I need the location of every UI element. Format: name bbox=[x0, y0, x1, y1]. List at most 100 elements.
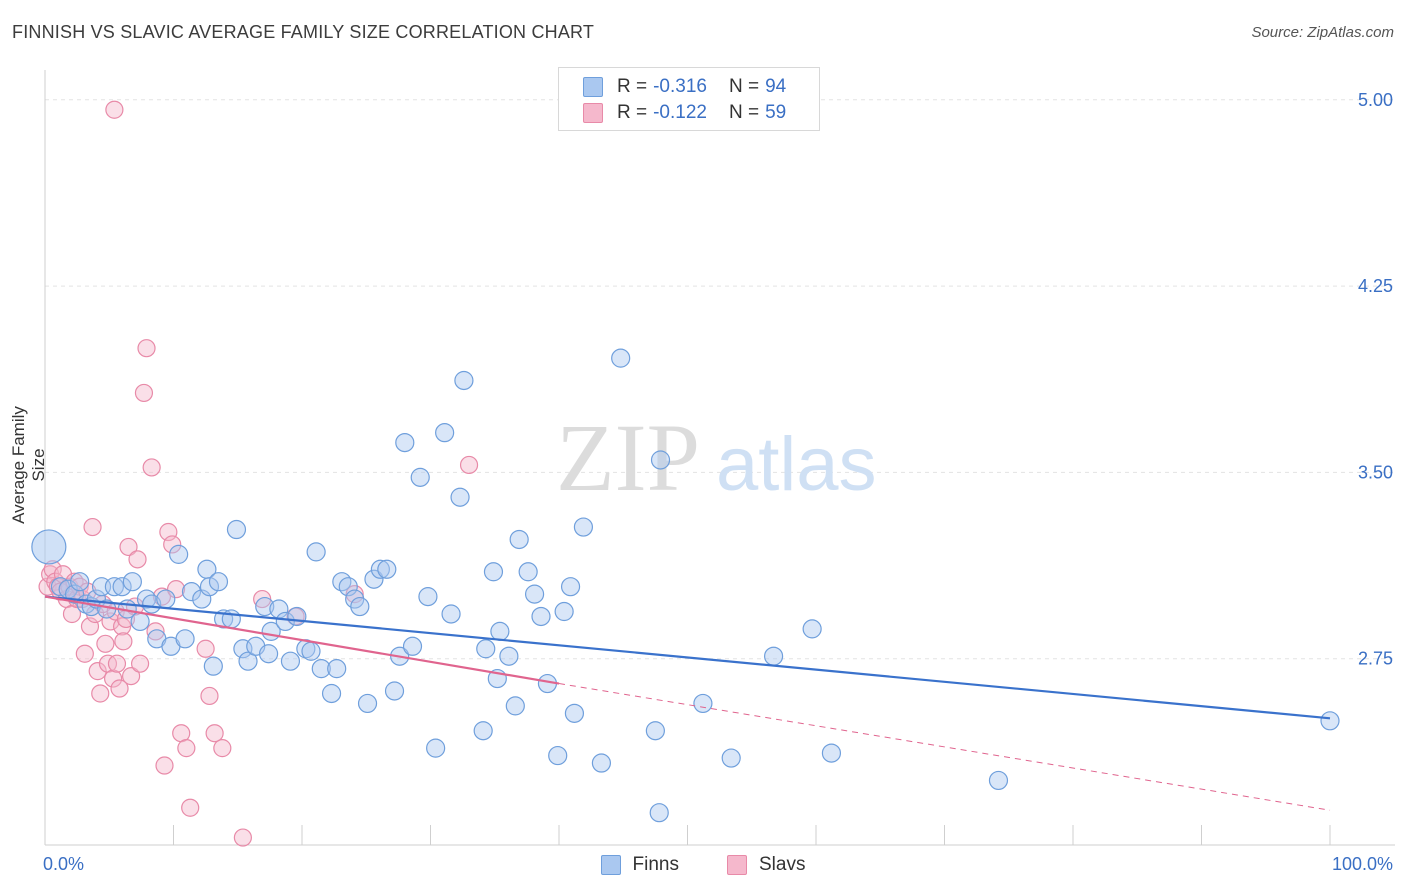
finns-point bbox=[384, 681, 405, 701]
series-legend: Finns Slavs bbox=[0, 852, 1406, 878]
finns-point bbox=[499, 646, 519, 666]
finns-point bbox=[650, 450, 671, 470]
slavs-point bbox=[121, 666, 141, 686]
slavs-trend-line bbox=[44, 595, 560, 685]
finns-point bbox=[350, 596, 370, 617]
r-label: R = bbox=[617, 76, 648, 97]
finns-point bbox=[395, 432, 415, 453]
r-value: -0.316 bbox=[653, 76, 707, 97]
finns-point bbox=[518, 562, 538, 582]
finns-point bbox=[311, 659, 331, 679]
watermark: ZIP atlas bbox=[556, 404, 877, 511]
slavs-point bbox=[152, 587, 172, 606]
finns-point bbox=[104, 577, 124, 597]
slavs-trend-extension bbox=[558, 683, 1331, 811]
slavs-point bbox=[105, 100, 124, 119]
finns-point bbox=[199, 577, 220, 597]
finns-point bbox=[321, 683, 342, 704]
slavs-point bbox=[345, 585, 364, 604]
finns-point bbox=[426, 738, 446, 758]
finns-point bbox=[226, 519, 247, 540]
slavs-point bbox=[107, 654, 127, 673]
finns-legend-swatch bbox=[600, 855, 621, 875]
gridlines bbox=[45, 99, 1395, 660]
finns-point bbox=[721, 748, 741, 768]
finns-point bbox=[327, 659, 347, 679]
finns-point bbox=[377, 559, 397, 579]
finns-point bbox=[410, 467, 430, 487]
finns-point bbox=[364, 569, 384, 589]
finns-point bbox=[473, 721, 493, 741]
slavs-point bbox=[200, 686, 219, 706]
finns-point bbox=[988, 770, 1009, 791]
finns-point bbox=[31, 529, 67, 565]
watermark-atlas: atlas bbox=[716, 422, 877, 507]
finns-point bbox=[649, 803, 669, 823]
y-tick-label: 4.25 bbox=[1358, 276, 1393, 296]
finns-point bbox=[208, 572, 229, 592]
finns-point bbox=[509, 529, 529, 550]
finns-point bbox=[287, 606, 307, 627]
slavs-point bbox=[137, 339, 156, 358]
slavs-point bbox=[142, 458, 161, 477]
n-label: N = bbox=[728, 76, 760, 97]
r-value: -0.122 bbox=[653, 102, 707, 123]
tick-labels: 2.75 3.50 4.25 5.00 0.0% 100.0% bbox=[43, 90, 1393, 874]
slavs-point bbox=[155, 756, 174, 775]
finns-point bbox=[763, 646, 784, 666]
finns-point bbox=[476, 639, 496, 659]
slavs-point bbox=[166, 580, 186, 599]
slavs-point bbox=[119, 537, 138, 557]
slavs-point bbox=[177, 739, 196, 758]
y-tick-label: 5.00 bbox=[1358, 90, 1393, 110]
legend-label-finns: Finns bbox=[632, 854, 679, 875]
finns-point bbox=[332, 572, 352, 592]
finns-point bbox=[645, 721, 665, 741]
correlation-legend: R = -0.316 N = 94 R = -0.122 N = 59 bbox=[558, 67, 820, 131]
finns-point bbox=[591, 753, 612, 773]
finns-point bbox=[483, 562, 504, 582]
slavs-point bbox=[75, 644, 94, 663]
finns-point bbox=[169, 544, 189, 564]
finns-point bbox=[821, 743, 842, 763]
slavs-point bbox=[114, 632, 133, 651]
slavs-point bbox=[110, 679, 129, 698]
r-label: R = bbox=[617, 102, 648, 123]
finns-point bbox=[280, 651, 301, 671]
slavs-point bbox=[196, 639, 215, 658]
trend-lines bbox=[44, 595, 1331, 811]
finns-point bbox=[548, 745, 568, 766]
slavs-point bbox=[88, 662, 107, 681]
finns-point bbox=[505, 696, 525, 716]
finns-point bbox=[524, 584, 545, 604]
finns-point bbox=[357, 693, 378, 714]
finns-point bbox=[693, 693, 713, 714]
finns-point bbox=[370, 559, 390, 579]
finns-point bbox=[531, 606, 551, 627]
finns-point bbox=[564, 703, 585, 723]
finns-point bbox=[560, 577, 581, 597]
slavs-point bbox=[96, 634, 115, 653]
chart-title: FINNISH VS SLAVIC AVERAGE FAMILY SIZE CO… bbox=[12, 22, 595, 42]
finns-point bbox=[130, 611, 150, 632]
slavs-point bbox=[146, 622, 165, 641]
slavs-point bbox=[101, 612, 120, 631]
finns-point bbox=[181, 582, 202, 602]
slavs-points bbox=[38, 100, 479, 847]
finns-point bbox=[490, 621, 510, 641]
n-value: 59 bbox=[765, 102, 787, 123]
finns-point bbox=[301, 641, 321, 661]
finns-point bbox=[1320, 711, 1340, 731]
y-tick-label: 2.75 bbox=[1358, 649, 1393, 669]
slavs-point bbox=[134, 383, 154, 403]
finns-point bbox=[275, 611, 295, 632]
source-label: Source: ZipAtlas.com bbox=[1251, 24, 1394, 41]
finns-trend-line bbox=[44, 595, 1331, 720]
finns-point bbox=[112, 577, 132, 597]
finns-point bbox=[142, 594, 162, 614]
slavs-point bbox=[91, 684, 110, 703]
finns-point bbox=[554, 601, 574, 622]
slavs-point bbox=[459, 455, 479, 475]
slavs-point bbox=[213, 739, 232, 758]
